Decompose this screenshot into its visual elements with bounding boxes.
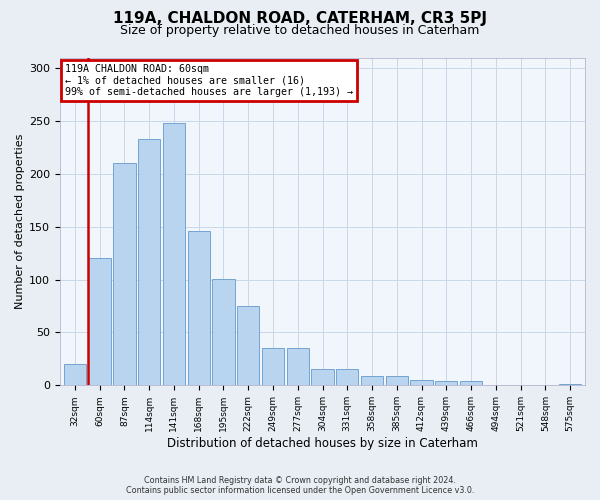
Bar <box>559 384 581 386</box>
Bar <box>386 376 408 386</box>
Bar <box>262 348 284 386</box>
X-axis label: Distribution of detached houses by size in Caterham: Distribution of detached houses by size … <box>167 437 478 450</box>
Text: 119A, CHALDON ROAD, CATERHAM, CR3 5PJ: 119A, CHALDON ROAD, CATERHAM, CR3 5PJ <box>113 11 487 26</box>
Bar <box>113 164 136 386</box>
Bar <box>287 348 309 386</box>
Bar <box>311 370 334 386</box>
Bar <box>460 381 482 386</box>
Bar <box>163 123 185 386</box>
Bar <box>361 376 383 386</box>
Y-axis label: Number of detached properties: Number of detached properties <box>15 134 25 309</box>
Bar <box>88 258 111 386</box>
Bar <box>212 278 235 386</box>
Bar <box>188 231 210 386</box>
Bar <box>138 139 160 386</box>
Text: 119A CHALDON ROAD: 60sqm
← 1% of detached houses are smaller (16)
99% of semi-de: 119A CHALDON ROAD: 60sqm ← 1% of detache… <box>65 64 353 98</box>
Bar <box>336 370 358 386</box>
Text: Size of property relative to detached houses in Caterham: Size of property relative to detached ho… <box>121 24 479 37</box>
Bar <box>64 364 86 386</box>
Text: Contains HM Land Registry data © Crown copyright and database right 2024.
Contai: Contains HM Land Registry data © Crown c… <box>126 476 474 495</box>
Bar <box>435 381 457 386</box>
Bar <box>410 380 433 386</box>
Bar <box>237 306 259 386</box>
